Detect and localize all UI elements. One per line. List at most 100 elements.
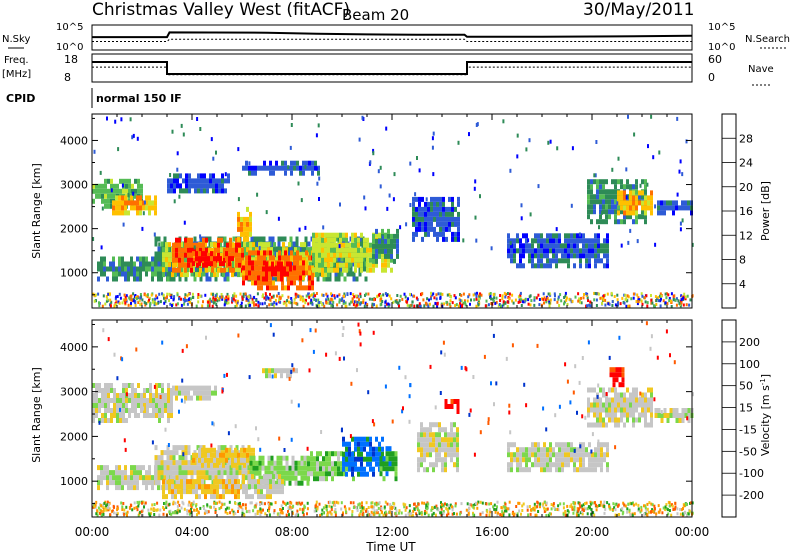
power-cell	[623, 214, 626, 220]
power-speckle	[468, 132, 470, 137]
velocity-cell	[531, 447, 534, 453]
velocity-cell	[166, 475, 169, 481]
power-cell	[203, 178, 206, 184]
power-cell	[430, 221, 433, 227]
power-noise-cell	[597, 292, 600, 296]
velocity-cell	[204, 462, 207, 468]
velocity-cell	[608, 407, 611, 413]
power-cell	[303, 257, 306, 263]
velocity-cell	[591, 457, 594, 463]
power-noise-cell	[247, 302, 250, 306]
velocity-cell	[104, 393, 107, 398]
velocity-cell	[139, 475, 142, 481]
velocity-cell	[168, 489, 171, 495]
velocity-cell	[420, 457, 423, 463]
power-cell	[226, 262, 229, 268]
power-cell	[104, 198, 107, 204]
velocity-cell	[175, 395, 178, 401]
power-cell	[327, 232, 330, 238]
velocity-cell	[196, 470, 200, 476]
velocity-cell	[186, 489, 189, 495]
power-speckle	[537, 184, 540, 189]
power-cell	[311, 285, 314, 291]
power-noise-cell	[547, 298, 550, 302]
velocity-cell	[193, 470, 197, 476]
velocity-cell	[325, 451, 328, 457]
velocity-cell	[100, 480, 103, 486]
power-cell	[92, 198, 95, 204]
power-noise-cell	[226, 292, 229, 296]
power-noise-cell	[490, 297, 493, 301]
power-cell	[587, 204, 590, 210]
velocity-cell	[115, 480, 118, 486]
power-noise-cell	[641, 302, 644, 306]
velocity-cell	[264, 465, 268, 471]
power-noise-cell	[644, 300, 647, 304]
velocity-cell	[561, 457, 564, 463]
power-noise-cell	[565, 296, 568, 300]
power-cell	[293, 265, 296, 271]
power-cell	[635, 179, 638, 185]
velocity-cell	[214, 475, 218, 481]
velocity-cell	[255, 460, 259, 466]
velocity-cell	[313, 461, 316, 467]
power-cell	[418, 201, 421, 207]
power-cell	[263, 280, 266, 286]
power-speckle	[527, 238, 530, 243]
velocity-cell	[234, 479, 237, 485]
power-cell	[415, 216, 418, 222]
velocity-cell	[435, 457, 438, 463]
power-cell	[202, 262, 205, 268]
power-cell	[237, 211, 240, 217]
velocity-cell	[435, 452, 438, 458]
velocity-cell	[167, 388, 170, 393]
velocity-cell	[104, 388, 107, 393]
velocity-cell	[558, 467, 561, 473]
power-cell	[549, 233, 552, 239]
power-noise-cell	[689, 298, 692, 302]
velocity-cell	[151, 480, 154, 486]
velocity-cell	[118, 475, 121, 481]
velocity-cell	[513, 452, 516, 458]
power-cell	[299, 255, 302, 261]
velocity-cell	[348, 446, 351, 452]
power-cell	[543, 253, 546, 259]
velocity-cell	[164, 408, 167, 413]
power-cell	[235, 257, 238, 263]
velocity-cell	[342, 451, 345, 457]
power-cell	[384, 248, 387, 254]
velocity-cell	[155, 383, 158, 388]
power-cell	[176, 178, 179, 184]
power-speckle	[361, 115, 364, 120]
power-cell	[590, 204, 593, 210]
power-cell	[412, 201, 415, 207]
power-cell	[246, 231, 249, 237]
velocity-cell	[125, 398, 128, 403]
power-cell	[596, 179, 599, 185]
power-noise-cell	[522, 300, 525, 304]
power-cell	[436, 196, 439, 202]
velocity-cell	[600, 467, 603, 473]
power-cell	[375, 248, 378, 254]
power-cell	[345, 237, 348, 243]
velocity-cell	[307, 461, 310, 467]
velocity-cell	[122, 403, 125, 408]
power-cell	[235, 237, 238, 243]
power-noise-cell	[538, 303, 541, 307]
power-noise-cell	[450, 295, 452, 299]
power-cell	[387, 228, 390, 234]
power-cell	[202, 271, 206, 277]
power-cell	[193, 247, 196, 253]
velocity-cell	[100, 465, 103, 471]
power-noise-cell	[479, 292, 482, 296]
velocity-cell	[632, 392, 635, 398]
velocity-cell	[149, 398, 152, 403]
power-noise-cell	[579, 300, 582, 304]
power-cell	[363, 242, 366, 248]
power-cell	[567, 238, 570, 244]
velocity-cell	[660, 413, 664, 418]
power-noise-cell	[646, 301, 649, 305]
freq-tick-bottom: 8	[64, 71, 71, 84]
power-cell	[540, 243, 543, 249]
velocity-cell	[456, 427, 459, 433]
